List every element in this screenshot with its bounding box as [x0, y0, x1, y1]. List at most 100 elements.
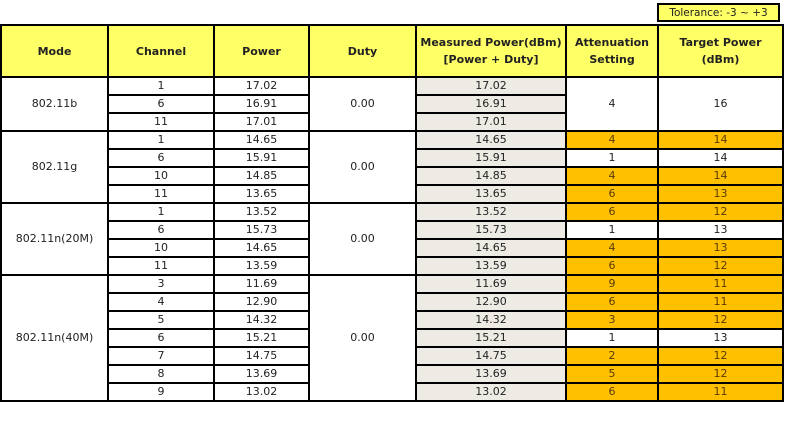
target-cell[interactable]: 13 — [657, 184, 784, 204]
mode-cell[interactable]: 802.11g — [0, 130, 109, 204]
power-cell[interactable]: 15.21 — [213, 328, 310, 348]
measured-cell[interactable]: 12.90 — [415, 292, 567, 312]
channel-cell[interactable]: 8 — [107, 364, 215, 384]
attenuation-cell[interactable]: 4 — [565, 238, 659, 258]
target-cell[interactable]: 12 — [657, 256, 784, 276]
power-cell[interactable]: 17.01 — [213, 112, 310, 132]
measured-cell[interactable]: 15.73 — [415, 220, 567, 240]
attenuation-cell[interactable]: 4 — [565, 166, 659, 186]
attenuation-cell[interactable]: 5 — [565, 364, 659, 384]
attenuation-cell[interactable]: 4 — [565, 76, 659, 132]
measured-cell[interactable]: 13.69 — [415, 364, 567, 384]
measured-cell[interactable]: 11.69 — [415, 274, 567, 294]
duty-cell[interactable]: 0.00 — [308, 76, 417, 132]
duty-cell[interactable]: 0.00 — [308, 202, 417, 276]
power-cell[interactable]: 13.69 — [213, 364, 310, 384]
channel-cell[interactable]: 4 — [107, 292, 215, 312]
channel-cell[interactable]: 6 — [107, 148, 215, 168]
mode-cell[interactable]: 802.11b — [0, 76, 109, 132]
target-cell[interactable]: 12 — [657, 346, 784, 366]
header-mode: Mode — [0, 24, 109, 78]
channel-cell[interactable]: 7 — [107, 346, 215, 366]
attenuation-cell[interactable]: 2 — [565, 346, 659, 366]
attenuation-cell[interactable]: 9 — [565, 274, 659, 294]
channel-cell[interactable]: 10 — [107, 238, 215, 258]
power-cell[interactable]: 15.91 — [213, 148, 310, 168]
power-cell[interactable]: 16.91 — [213, 94, 310, 114]
power-cell[interactable]: 14.65 — [213, 238, 310, 258]
channel-cell[interactable]: 6 — [107, 328, 215, 348]
target-cell[interactable]: 14 — [657, 130, 784, 150]
measured-cell[interactable]: 13.65 — [415, 184, 567, 204]
mode-cell[interactable]: 802.11n(20M) — [0, 202, 109, 276]
channel-cell[interactable]: 11 — [107, 112, 215, 132]
attenuation-cell[interactable]: 6 — [565, 292, 659, 312]
channel-cell[interactable]: 1 — [107, 76, 215, 96]
power-cell[interactable]: 14.85 — [213, 166, 310, 186]
attenuation-cell[interactable]: 1 — [565, 148, 659, 168]
measured-cell[interactable]: 14.65 — [415, 238, 567, 258]
channel-cell[interactable]: 1 — [107, 130, 215, 150]
measured-cell[interactable]: 17.02 — [415, 76, 567, 96]
table-row: 11 13.59 13.59 6 12 — [1, 256, 784, 276]
channel-cell[interactable]: 1 — [107, 202, 215, 222]
target-cell[interactable]: 11 — [657, 274, 784, 294]
channel-cell[interactable]: 6 — [107, 220, 215, 240]
attenuation-cell[interactable]: 1 — [565, 328, 659, 348]
channel-cell[interactable]: 6 — [107, 94, 215, 114]
power-cell[interactable]: 13.59 — [213, 256, 310, 276]
target-cell[interactable]: 16 — [657, 76, 784, 132]
target-cell[interactable]: 13 — [657, 328, 784, 348]
attenuation-cell[interactable]: 4 — [565, 130, 659, 150]
header-target-line2: (dBm) — [701, 53, 740, 66]
power-cell[interactable]: 13.02 — [213, 382, 310, 402]
power-cell[interactable]: 11.69 — [213, 274, 310, 294]
duty-cell[interactable]: 0.00 — [308, 130, 417, 204]
measured-cell[interactable]: 14.32 — [415, 310, 567, 330]
power-cell[interactable]: 14.75 — [213, 346, 310, 366]
target-cell[interactable]: 12 — [657, 202, 784, 222]
channel-cell[interactable]: 11 — [107, 256, 215, 276]
measured-cell[interactable]: 14.85 — [415, 166, 567, 186]
target-cell[interactable]: 12 — [657, 310, 784, 330]
measured-cell[interactable]: 13.02 — [415, 382, 567, 402]
table-row: 6 15.91 15.91 1 14 — [1, 148, 784, 168]
attenuation-cell[interactable]: 6 — [565, 184, 659, 204]
power-cell[interactable]: 17.02 — [213, 76, 310, 96]
target-cell[interactable]: 14 — [657, 166, 784, 186]
attenuation-cell[interactable]: 3 — [565, 310, 659, 330]
measured-cell[interactable]: 16.91 — [415, 94, 567, 114]
channel-cell[interactable]: 9 — [107, 382, 215, 402]
target-cell[interactable]: 11 — [657, 382, 784, 402]
power-cell[interactable]: 13.65 — [213, 184, 310, 204]
attenuation-cell[interactable]: 6 — [565, 202, 659, 222]
target-cell[interactable]: 13 — [657, 238, 784, 258]
measured-cell[interactable]: 14.65 — [415, 130, 567, 150]
power-cell[interactable]: 14.32 — [213, 310, 310, 330]
power-cell[interactable]: 15.73 — [213, 220, 310, 240]
measured-cell[interactable]: 15.91 — [415, 148, 567, 168]
measured-cell[interactable]: 17.01 — [415, 112, 567, 132]
power-cell[interactable]: 14.65 — [213, 130, 310, 150]
attenuation-cell[interactable]: 6 — [565, 382, 659, 402]
channel-cell[interactable]: 5 — [107, 310, 215, 330]
attenuation-cell[interactable]: 6 — [565, 256, 659, 276]
channel-cell[interactable]: 3 — [107, 274, 215, 294]
mode-cell[interactable]: 802.11n(40M) — [0, 274, 109, 402]
target-cell[interactable]: 13 — [657, 220, 784, 240]
measured-cell[interactable]: 13.59 — [415, 256, 567, 276]
power-cell[interactable]: 12.90 — [213, 292, 310, 312]
header-target: Target Power (dBm) — [657, 24, 784, 78]
target-cell[interactable]: 12 — [657, 364, 784, 384]
measured-cell[interactable]: 13.52 — [415, 202, 567, 222]
measured-cell[interactable]: 15.21 — [415, 328, 567, 348]
target-cell[interactable]: 14 — [657, 148, 784, 168]
header-atten-line1: Attenuation — [575, 36, 649, 49]
attenuation-cell[interactable]: 1 — [565, 220, 659, 240]
channel-cell[interactable]: 11 — [107, 184, 215, 204]
power-cell[interactable]: 13.52 — [213, 202, 310, 222]
duty-cell[interactable]: 0.00 — [308, 274, 417, 402]
measured-cell[interactable]: 14.75 — [415, 346, 567, 366]
channel-cell[interactable]: 10 — [107, 166, 215, 186]
target-cell[interactable]: 11 — [657, 292, 784, 312]
